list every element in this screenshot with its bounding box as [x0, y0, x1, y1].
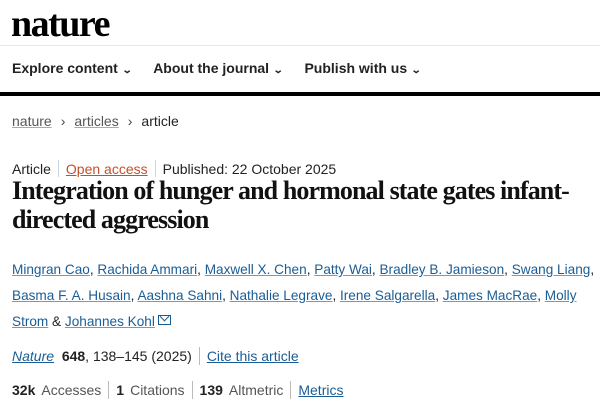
chevron-down-icon: ⌄ — [121, 65, 133, 76]
author-link[interactable]: Irene Salgarella — [340, 288, 436, 303]
journal-link[interactable]: Nature — [12, 348, 55, 364]
altmetric-value: 139 — [199, 382, 223, 398]
metrics-link[interactable]: Metrics — [298, 382, 344, 398]
nav-about-journal[interactable]: About the journal ⌄ — [153, 60, 284, 76]
accesses-label: Accesses — [41, 382, 102, 398]
chevron-down-icon: ⌄ — [272, 65, 284, 76]
pages-year: , 138–145 (2025) — [85, 348, 192, 364]
article-meta: Article Open access Published: 22 Octobe… — [12, 160, 336, 177]
separator — [191, 381, 193, 399]
chevron-right-icon: › — [127, 113, 133, 129]
chevron-down-icon: ⌄ — [410, 65, 422, 76]
separator — [108, 381, 110, 399]
author-link[interactable]: Basma F. A. Husain — [12, 288, 131, 303]
author-link[interactable]: Mingran Cao — [12, 262, 90, 277]
chevron-right-icon: › — [60, 113, 66, 129]
cite-this-article-link[interactable]: Cite this article — [206, 348, 299, 364]
nav-label: Publish with us — [304, 60, 408, 76]
citation-line: Nature 648, 138–145 (2025) Cite this art… — [12, 347, 299, 365]
author-link[interactable]: James MacRae — [442, 288, 538, 303]
nature-logo[interactable]: nature — [11, 3, 110, 45]
accesses-value: 32k — [12, 382, 36, 398]
author-link[interactable]: Aashna Sahni — [137, 288, 223, 303]
separator — [154, 160, 156, 177]
header-divider — [0, 45, 600, 46]
author-conjunction: & — [52, 314, 62, 329]
citations-value: 1 — [116, 382, 125, 398]
nav-label: About the journal — [153, 60, 270, 76]
author-link[interactable]: Swang Liang — [511, 262, 591, 277]
author-list: Mingran Cao, Rachida Ammari, Maxwell X. … — [12, 262, 595, 329]
author-link[interactable]: Maxwell X. Chen — [204, 262, 307, 277]
author-link[interactable]: Nathalie Legrave — [229, 288, 333, 303]
nav-label: Explore content — [12, 60, 118, 76]
author-link[interactable]: Molly Strom — [12, 288, 577, 329]
breadcrumb-articles[interactable]: articles — [74, 113, 119, 129]
article-type: Article — [12, 160, 51, 177]
article-title: Integration of hunger and hormonal state… — [12, 176, 570, 234]
separator — [57, 160, 59, 177]
citations-label: Citations — [130, 382, 185, 398]
altmetric-label: Altmetric — [228, 382, 284, 398]
breadcrumb-current: article — [141, 113, 179, 129]
separator — [290, 381, 292, 399]
nav-publish-with-us[interactable]: Publish with us ⌄ — [304, 60, 422, 76]
author-link[interactable]: Bradley B. Jamieson — [379, 262, 505, 277]
open-access-link[interactable]: Open access — [65, 160, 148, 177]
author-link[interactable]: Rachida Ammari — [97, 262, 198, 277]
breadcrumb-nature[interactable]: nature — [12, 113, 52, 129]
nav-explore-content[interactable]: Explore content ⌄ — [12, 60, 133, 76]
author-link[interactable]: Patty Wai — [314, 262, 372, 277]
email-icon[interactable] — [157, 315, 171, 325]
separator — [198, 347, 200, 365]
author-link[interactable]: Johannes Kohl — [64, 314, 155, 329]
nav-divider — [0, 92, 600, 96]
main-nav: Explore content ⌄ About the journal ⌄ Publ… — [12, 60, 422, 76]
breadcrumb: nature › articles › article — [12, 113, 179, 129]
metrics-bar: 32k Accesses 1 Citations 139 Altmetric Metr… — [12, 381, 343, 399]
volume: 648 — [61, 348, 86, 364]
published-date: Published: 22 October 2025 — [162, 160, 337, 177]
